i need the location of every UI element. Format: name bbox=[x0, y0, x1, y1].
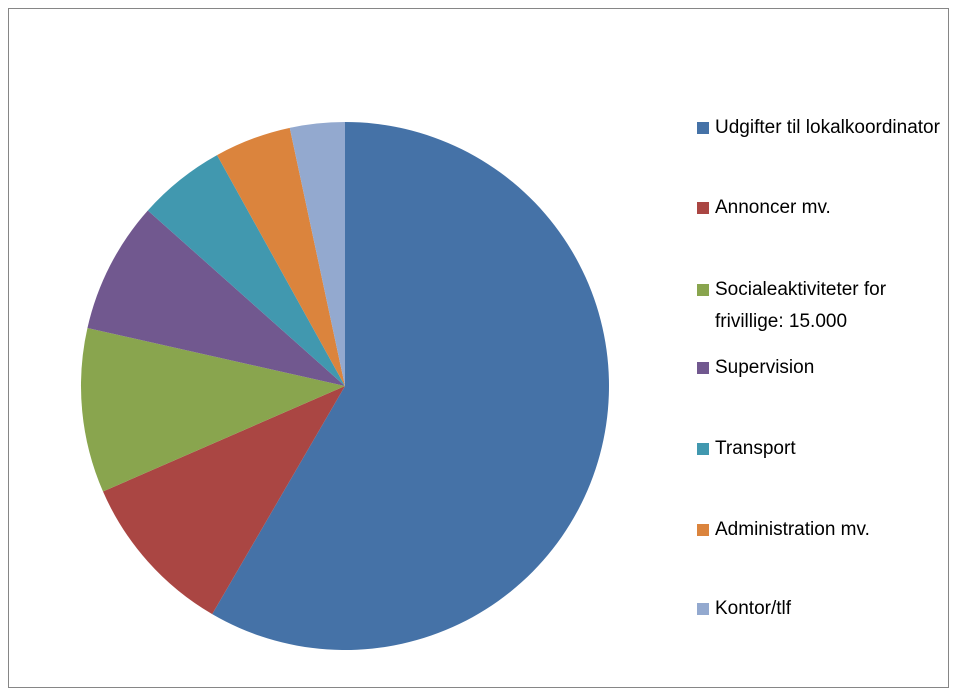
pie-slice bbox=[81, 328, 346, 492]
legend-label: Supervision bbox=[715, 357, 815, 378]
legend-label: Udgifter til lokalkoordinator bbox=[715, 117, 940, 138]
page: {"chart_data": {"type": "pie", "categori… bbox=[8, 8, 949, 688]
legend-item: Udgifter til lokalkoordinator bbox=[697, 112, 942, 144]
legend-label: Socialeaktiviteter for frivillige: 15.00… bbox=[715, 279, 887, 332]
legend-item: Transport bbox=[697, 433, 942, 465]
legend-swatch bbox=[697, 603, 709, 615]
legend-swatch bbox=[697, 122, 709, 134]
pie-slice bbox=[147, 155, 345, 386]
legend-label: Annoncer mv. bbox=[715, 197, 831, 218]
chart bbox=[81, 122, 609, 650]
pie-slice bbox=[217, 127, 345, 387]
legend-item: Supervision bbox=[697, 352, 942, 384]
legend-label: Transport bbox=[715, 438, 796, 459]
pie-slice bbox=[289, 122, 345, 386]
legend-swatch bbox=[697, 202, 709, 214]
legend-label: Administration mv. bbox=[715, 519, 870, 540]
legend-item: Administration mv. bbox=[697, 514, 942, 546]
pie-slice bbox=[212, 122, 609, 650]
legend-swatch bbox=[697, 443, 709, 455]
pie-slice bbox=[103, 386, 346, 615]
pie-slice bbox=[87, 210, 346, 386]
legend-item: Kontor/tlf bbox=[697, 593, 942, 625]
legend-swatch bbox=[697, 284, 709, 296]
legend-item: Annoncer mv. bbox=[697, 192, 942, 224]
legend-swatch bbox=[697, 362, 709, 374]
legend-swatch bbox=[697, 524, 709, 536]
legend-label: Kontor/tlf bbox=[715, 598, 792, 619]
legend-item: Socialeaktiviteter for frivillige: 15.00… bbox=[697, 274, 942, 338]
